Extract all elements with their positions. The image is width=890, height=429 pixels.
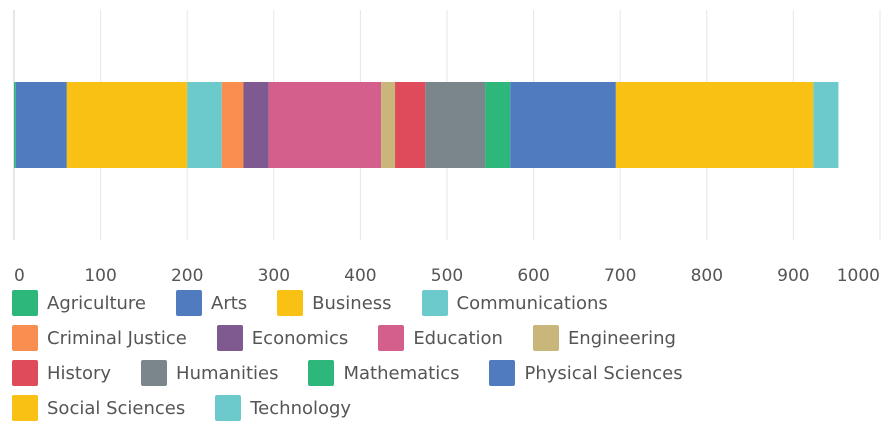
legend-swatch xyxy=(176,290,202,316)
legend-swatch xyxy=(141,360,168,386)
x-tick-label: 200 xyxy=(171,266,203,286)
x-tick-label: 900 xyxy=(777,266,809,286)
legend-item: Mathematics xyxy=(308,360,459,386)
x-tick-label: 500 xyxy=(431,266,463,286)
legend-item: Technology xyxy=(215,395,351,421)
legend-label: Business xyxy=(312,292,392,314)
legend-swatch xyxy=(421,290,448,316)
bar-segment xyxy=(615,82,814,168)
x-tick-label: 1000 xyxy=(837,266,880,286)
bar-segment xyxy=(381,82,396,168)
legend-label: Agriculture xyxy=(47,292,146,314)
legend-swatch xyxy=(215,395,242,421)
legend-item: Education xyxy=(378,325,503,351)
legend-label: Criminal Justice xyxy=(47,327,187,349)
legend-label: Economics xyxy=(251,327,349,349)
x-tick-label: 600 xyxy=(517,266,549,286)
legend-item: Social Sciences xyxy=(12,395,185,421)
legend-label: History xyxy=(47,362,112,384)
bar-segment xyxy=(15,82,67,168)
x-tick-label: 800 xyxy=(691,266,723,286)
bar-segment xyxy=(187,82,222,168)
x-tick-label: 300 xyxy=(258,266,290,286)
legend-label: Technology xyxy=(250,397,352,419)
x-tick-label: 400 xyxy=(344,266,376,286)
legend-label: Physical Sciences xyxy=(524,362,683,384)
legend-swatch xyxy=(12,360,38,386)
x-tick-label: 0 xyxy=(14,266,25,286)
legend-swatch xyxy=(216,325,243,351)
legend-label: Engineering xyxy=(567,327,676,349)
bar-segment xyxy=(813,82,839,168)
legend-item: Business xyxy=(277,290,392,316)
legend-item: Engineering xyxy=(532,325,676,351)
legend: Agriculture Arts Business Communications Cri… xyxy=(12,290,772,421)
legend-label: Humanities xyxy=(176,362,279,384)
legend-label: Education xyxy=(413,327,503,349)
plot: 0 100 200 300 400 500 600 700 800 900 1000 xyxy=(13,10,881,286)
legend-item: Agriculture xyxy=(12,290,146,316)
legend-label: Mathematics xyxy=(343,362,460,384)
bar-segment xyxy=(221,82,244,168)
legend-swatch xyxy=(308,360,335,386)
legend-item: Communications xyxy=(421,290,608,316)
legend-swatch xyxy=(277,290,304,316)
bar-segment xyxy=(485,82,511,168)
legend-swatch xyxy=(12,290,38,316)
x-tick-label: 100 xyxy=(84,266,116,286)
legend-item: Economics xyxy=(216,325,349,351)
legend-item: Criminal Justice xyxy=(12,325,187,351)
legend-swatch xyxy=(12,395,38,421)
legend-item: Arts xyxy=(176,290,247,316)
legend-swatch xyxy=(532,325,559,351)
legend-swatch xyxy=(12,325,38,351)
legend-item: History xyxy=(12,360,111,386)
legend-item: Physical Sciences xyxy=(489,360,683,386)
bar-segment xyxy=(14,82,16,168)
bar-segment xyxy=(268,82,382,168)
bar-segment xyxy=(243,82,269,168)
bar-segment xyxy=(425,82,486,168)
legend-label: Communications xyxy=(456,292,608,314)
legend-swatch xyxy=(489,360,516,386)
legend-label: Social Sciences xyxy=(47,397,186,419)
bar-segment xyxy=(395,82,426,168)
x-tick-label: 700 xyxy=(604,266,636,286)
bar-segment xyxy=(510,82,616,168)
legend-swatch xyxy=(378,325,405,351)
bar-segment xyxy=(66,82,188,168)
legend-label: Arts xyxy=(211,292,248,314)
legend-item: Humanities xyxy=(141,360,278,386)
